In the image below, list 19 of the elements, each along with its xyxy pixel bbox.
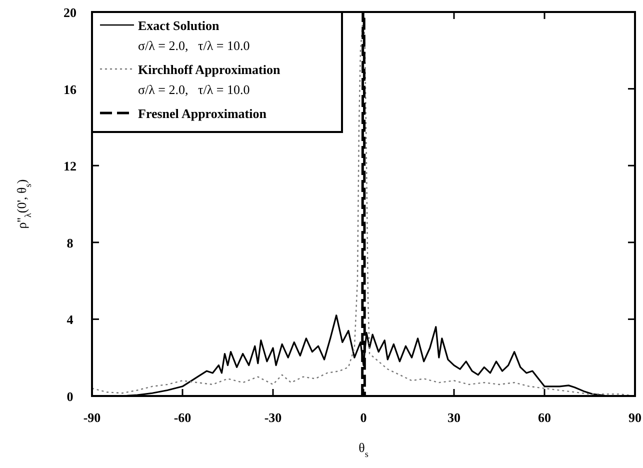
legend-label: Kirchhoff Approximation [138, 62, 281, 77]
x-tick-label: 30 [448, 410, 460, 425]
y-tick-label: 16 [64, 82, 77, 97]
x-tick-label: -30 [264, 410, 282, 425]
x-tick-label: 90 [628, 410, 642, 425]
y-tick-label: 8 [66, 235, 74, 250]
x-tick-label: 0 [360, 410, 367, 425]
annotation: σ/λ = 2.0, τ/λ = 10.0 [138, 82, 250, 97]
annotation: σ/λ = 2.0, τ/λ = 10.0 [138, 38, 250, 53]
y-tick-label: 12 [64, 158, 76, 174]
y-tick-label: 4 [66, 312, 74, 328]
y-tick-label: 0 [66, 389, 74, 404]
y-tick-label: 20 [64, 5, 76, 20]
legend-label: Exact Solution [138, 18, 220, 33]
x-tick-label: -60 [174, 410, 192, 425]
x-tick-label: 60 [538, 410, 551, 425]
x-axis-title: θ$_{s}$ [358, 440, 369, 459]
legend-label: Fresnel Approximation [138, 106, 268, 121]
x-tick-label: -90 [83, 410, 101, 425]
